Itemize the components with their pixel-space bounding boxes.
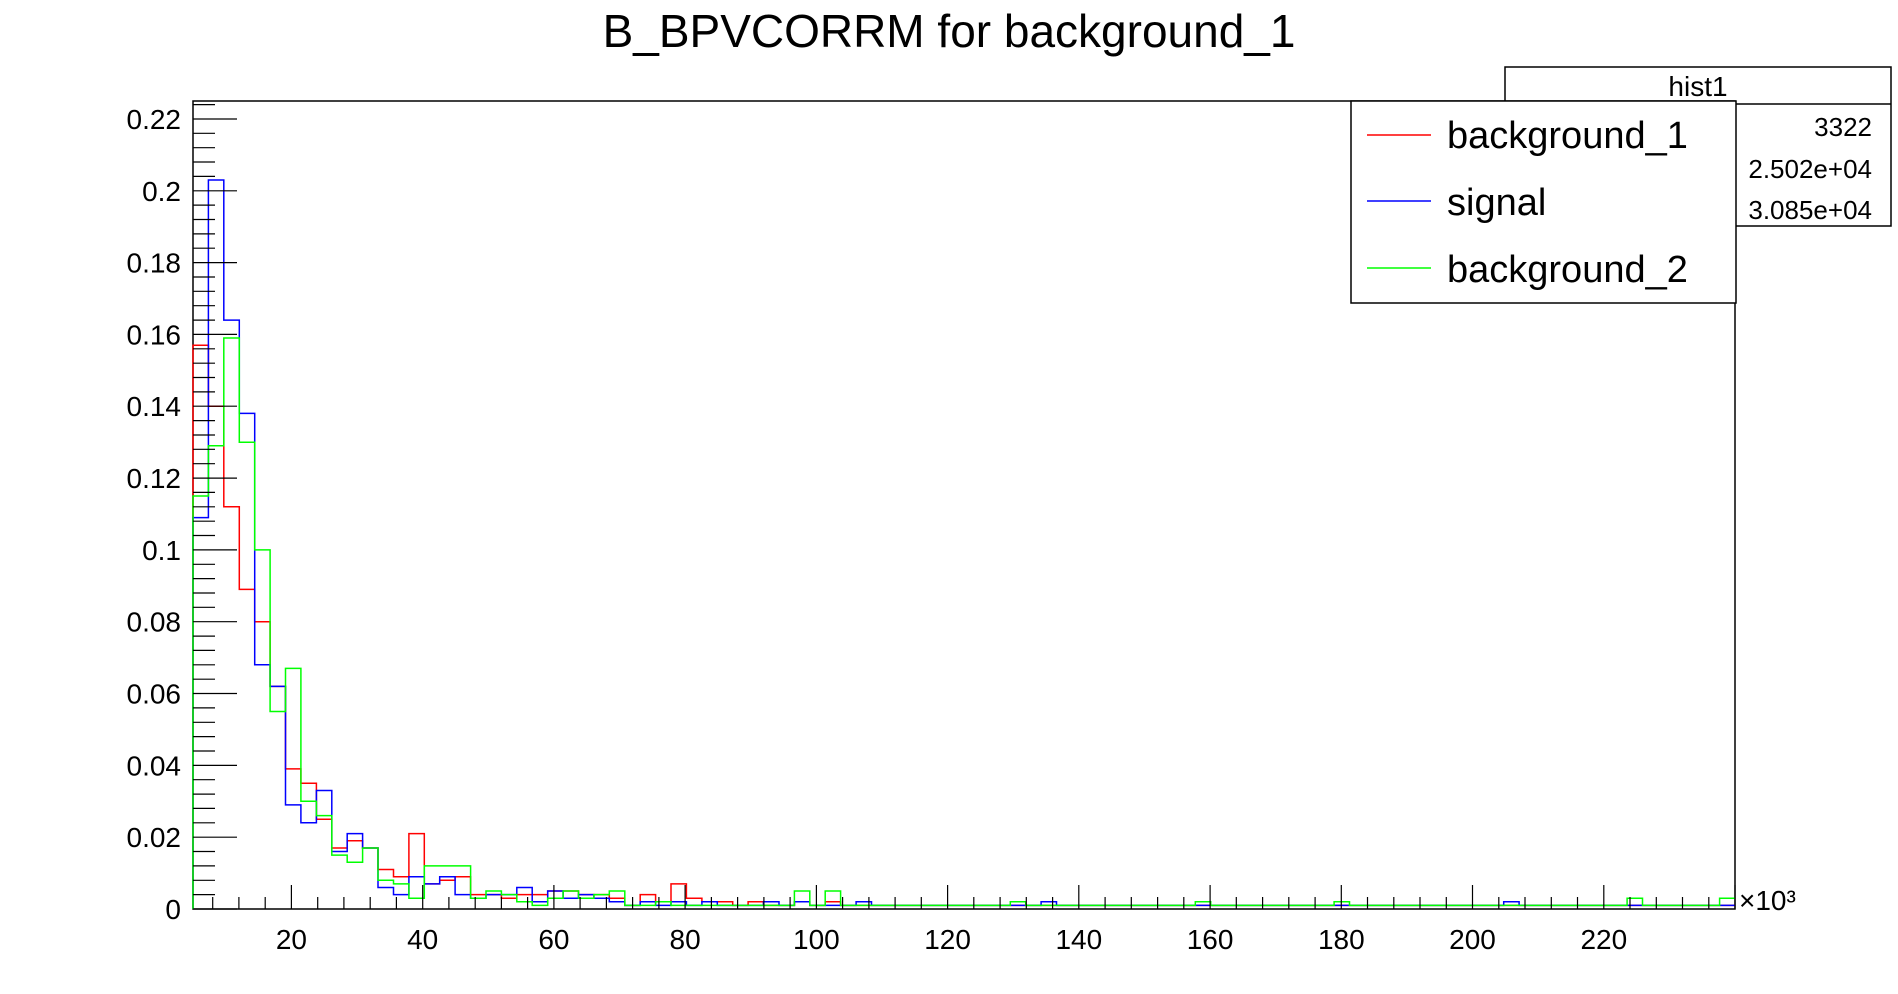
legend-label-background-1: background_1 xyxy=(1447,115,1688,157)
x-tick-label: 200 xyxy=(1449,924,1496,955)
y-tick-label: 0.02 xyxy=(127,822,182,853)
stats-stddev: 3.085e+04 xyxy=(1748,195,1872,225)
x-tick-label: 100 xyxy=(793,924,840,955)
y-tick-label: 0.12 xyxy=(127,463,182,494)
histogram-series-background-2 xyxy=(192,337,1735,909)
x-tick-label: 60 xyxy=(538,924,569,955)
x-tick-label: 220 xyxy=(1580,924,1627,955)
axes: 0 0.02 0.04 0.06 0.08 0.1 0.12 0.14 0.16 0.18 0.2 0… xyxy=(127,103,1736,955)
x-axis-multiplier: ×10³ xyxy=(1739,885,1796,916)
histogram-series-background-1 xyxy=(192,344,1735,909)
chart-title: B_BPVCORRM for background_1 xyxy=(603,5,1296,57)
y-tick-label: 0.22 xyxy=(127,104,182,135)
y-tick-label: 0.2 xyxy=(142,176,181,207)
x-tick-label: 180 xyxy=(1318,924,1365,955)
x-tick-label: 160 xyxy=(1187,924,1234,955)
x-tick-label: 80 xyxy=(670,924,701,955)
y-tick-label: 0.08 xyxy=(127,607,182,638)
legend-label-signal: signal xyxy=(1447,182,1546,224)
stats-entries: 3322 xyxy=(1814,112,1872,142)
x-tick-label: 140 xyxy=(1055,924,1102,955)
x-tick-label: 40 xyxy=(407,924,438,955)
x-tick-label: 20 xyxy=(276,924,307,955)
y-tick-label: 0.06 xyxy=(127,679,182,710)
x-tick-label: 120 xyxy=(924,924,971,955)
y-tick-label: 0 xyxy=(165,894,181,925)
legend-label-background-2: background_2 xyxy=(1447,249,1688,291)
y-tick-label: 0.04 xyxy=(127,750,182,781)
y-tick-label: 0.1 xyxy=(142,535,181,566)
y-tick-label: 0.14 xyxy=(127,391,182,422)
stats-mean: 2.502e+04 xyxy=(1748,154,1872,184)
stats-title: hist1 xyxy=(1668,71,1727,102)
y-tick-label: 0.18 xyxy=(127,248,182,279)
y-tick-label: 0.16 xyxy=(127,319,182,350)
legend: background_1 signal background_2 xyxy=(1350,100,1737,304)
